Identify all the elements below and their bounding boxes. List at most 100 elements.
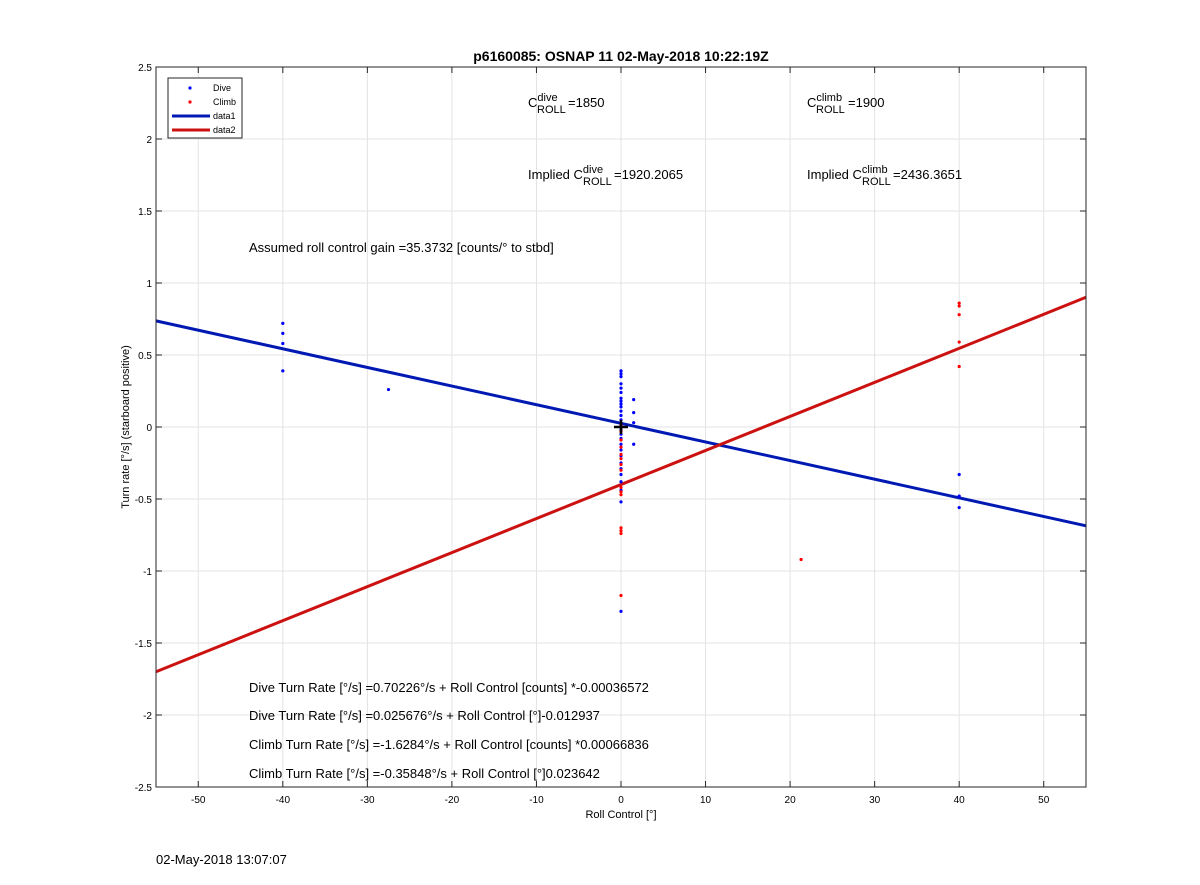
equation-climb-counts: Climb Turn Rate [°/s] =-1.6284°/s + Roll… [249, 737, 649, 752]
climb-point [799, 557, 803, 562]
climb-point [957, 313, 961, 317]
climb-point [957, 304, 961, 308]
dive-point [632, 421, 636, 425]
dive-point [619, 382, 623, 386]
y-tick-label: 1 [146, 279, 152, 290]
chart-title: p6160085: OSNAP 11 02-May-2018 10:22:19Z [473, 48, 769, 64]
dive-point [619, 396, 623, 400]
legend-data1-label: data1 [213, 111, 236, 121]
dive-point [619, 609, 623, 613]
dive-point [619, 402, 623, 406]
legend-climb-marker [188, 100, 192, 104]
climb-point [619, 593, 623, 598]
x-tick-label: -10 [529, 795, 544, 806]
climb-point [619, 452, 623, 456]
dive-point [957, 506, 961, 510]
c-dive-sup: dive [537, 92, 557, 104]
implied-climb-sup: climb [862, 164, 888, 176]
dive-point [619, 390, 623, 395]
c-climb-value: =1900 [848, 95, 885, 110]
dive-point [619, 472, 623, 477]
x-tick-label: -20 [445, 795, 460, 806]
dive-point [281, 331, 285, 335]
plot-frame [155, 66, 1087, 788]
dive-point [632, 411, 636, 415]
c-climb-sup: climb [816, 92, 842, 104]
dive-point [619, 405, 623, 409]
c-dive-sub: ROLL [537, 104, 566, 116]
dive-point [619, 500, 623, 504]
x-tick-label: 0 [618, 795, 624, 806]
legend-dive-label: Dive [213, 83, 231, 93]
x-tick-label: 40 [954, 795, 966, 806]
x-tick-label: 10 [700, 795, 712, 806]
dive-point [281, 369, 285, 373]
climb-point [619, 445, 623, 449]
y-tick-label: 2 [146, 135, 152, 146]
equation-dive-degrees: Dive Turn Rate [°/s] =0.025676°/s + Roll… [249, 708, 600, 723]
implied-dive-annotation: Implied Cdive ROLL =1920.2065 [528, 164, 683, 188]
legend-climb-label: Climb [213, 97, 236, 107]
c-climb-annotation: Cclimb ROLL =1900 [807, 92, 885, 116]
dive-point [281, 321, 285, 325]
c-dive-annotation: Cdive ROLL =1850 [528, 92, 605, 116]
legend-box [167, 77, 243, 139]
implied-dive-value: =1920.2065 [614, 167, 683, 182]
legend-dive-marker [188, 86, 192, 90]
climb-point [619, 531, 623, 536]
climb-point [619, 490, 623, 494]
x-tick-label: -40 [276, 795, 291, 806]
fit-line-data2 [155, 295, 1087, 674]
climb-point [619, 457, 623, 461]
climb-point [619, 438, 623, 442]
dive-point [619, 409, 623, 413]
gain-annotation: Assumed roll control gain =35.3732 [coun… [249, 240, 554, 255]
c-climb-sub: ROLL [816, 104, 845, 116]
dive-point [632, 442, 636, 446]
dive-point [957, 494, 961, 498]
y-tick-label: -2.5 [135, 783, 153, 794]
x-axis-label: Roll Control [°] [585, 809, 656, 821]
implied-climb-annotation: Implied Cclimb ROLL =2436.3651 [807, 164, 962, 188]
x-tick-label: 50 [1038, 795, 1050, 806]
dive-point [619, 369, 623, 373]
y-tick-label: 0.5 [138, 351, 152, 362]
y-tick-label: 0 [146, 423, 152, 434]
climb-point [619, 526, 623, 530]
dive-point [619, 480, 623, 484]
x-tick-label: -50 [191, 795, 206, 806]
implied-dive-sup: dive [583, 164, 603, 176]
dive-point [632, 398, 636, 402]
implied-climb-sub: ROLL [862, 176, 891, 188]
x-tick-label: 30 [869, 795, 881, 806]
y-tick-label: -1 [143, 567, 152, 578]
footer-timestamp: 02-May-2018 13:07:07 [156, 852, 287, 867]
climb-point [619, 468, 623, 472]
climb-point [619, 462, 623, 467]
implied-dive-sub: ROLL [583, 176, 612, 188]
climb-point [619, 493, 623, 497]
dive-point [619, 375, 623, 379]
x-tick-label: 20 [785, 795, 797, 806]
equation-climb-degrees: Climb Turn Rate [°/s] =-0.35848°/s + Rol… [249, 766, 600, 781]
dive-point [957, 472, 961, 477]
origin-marker [614, 420, 628, 434]
implied-climb-value: =2436.3651 [893, 167, 962, 182]
climb-point [619, 529, 623, 533]
dive-point [619, 372, 623, 376]
y-tick-label: -0.5 [135, 495, 153, 506]
dive-point [619, 448, 623, 452]
dive-point [281, 341, 285, 346]
dive-point [619, 413, 623, 418]
y-tick-label: 1.5 [138, 207, 152, 218]
y-tick-label: 2.5 [138, 63, 152, 74]
dive-point [386, 387, 391, 392]
y-tick-label: -1.5 [135, 639, 153, 650]
climb-point [619, 485, 623, 490]
dive-point [619, 442, 623, 446]
equation-dive-counts: Dive Turn Rate [°/s] =0.70226°/s + Roll … [249, 680, 649, 695]
c-dive-value: =1850 [568, 95, 605, 110]
x-tick-label: -30 [360, 795, 375, 806]
y-tick-label: -2 [143, 711, 152, 722]
